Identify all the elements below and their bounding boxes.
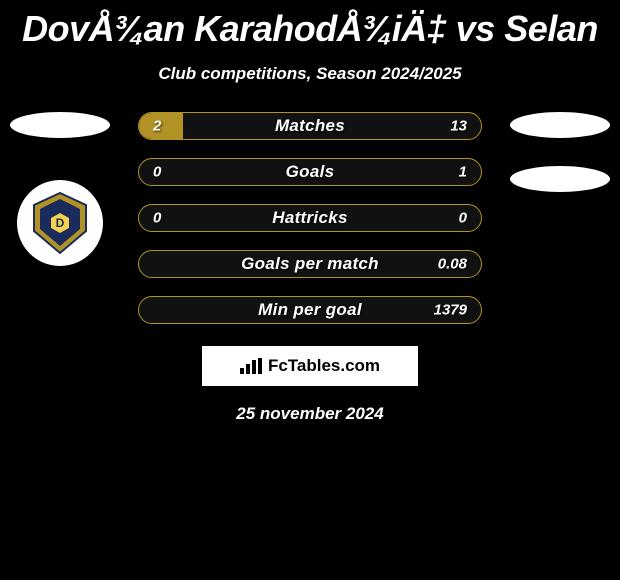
stat-bar: Min per goal1379 [138, 296, 482, 324]
player1-club-badge: D [17, 180, 103, 266]
svg-text:D: D [56, 216, 65, 230]
stat-bar: 2Matches13 [138, 112, 482, 140]
brand-badge[interactable]: FcTables.com [202, 346, 418, 386]
right-player-column [500, 112, 620, 192]
stat-value-right: 13 [450, 118, 467, 135]
left-player-column: D [0, 112, 120, 266]
stat-bar: Goals per match0.08 [138, 250, 482, 278]
player2-photo-placeholder [510, 112, 610, 138]
comparison-panel: D 2Matches130Goals10Hattricks0Goals per … [0, 112, 620, 324]
stat-bars: 2Matches130Goals10Hattricks0Goals per ma… [138, 112, 482, 324]
stat-label: Matches [139, 116, 481, 136]
player1-photo-placeholder [10, 112, 110, 138]
subtitle: Club competitions, Season 2024/2025 [0, 64, 620, 84]
stat-bar: 0Goals1 [138, 158, 482, 186]
stat-bar: 0Hattricks0 [138, 204, 482, 232]
stat-label: Min per goal [139, 300, 481, 320]
stat-value-right: 1 [459, 164, 467, 181]
page-title: DovÅ¾an KarahodÅ¾iÄ‡ vs Selan [0, 0, 620, 50]
domzale-badge-icon: D [28, 191, 92, 255]
stat-value-right: 1379 [434, 302, 467, 319]
stat-label: Goals [139, 162, 481, 182]
brand-text: FcTables.com [268, 356, 380, 376]
stat-label: Hattricks [139, 208, 481, 228]
stat-value-right: 0.08 [438, 256, 467, 273]
stat-value-right: 0 [459, 210, 467, 227]
player2-club-placeholder [510, 166, 610, 192]
stat-label: Goals per match [139, 254, 481, 274]
footer-date: 25 november 2024 [0, 404, 620, 424]
bar-chart-icon [240, 358, 262, 374]
